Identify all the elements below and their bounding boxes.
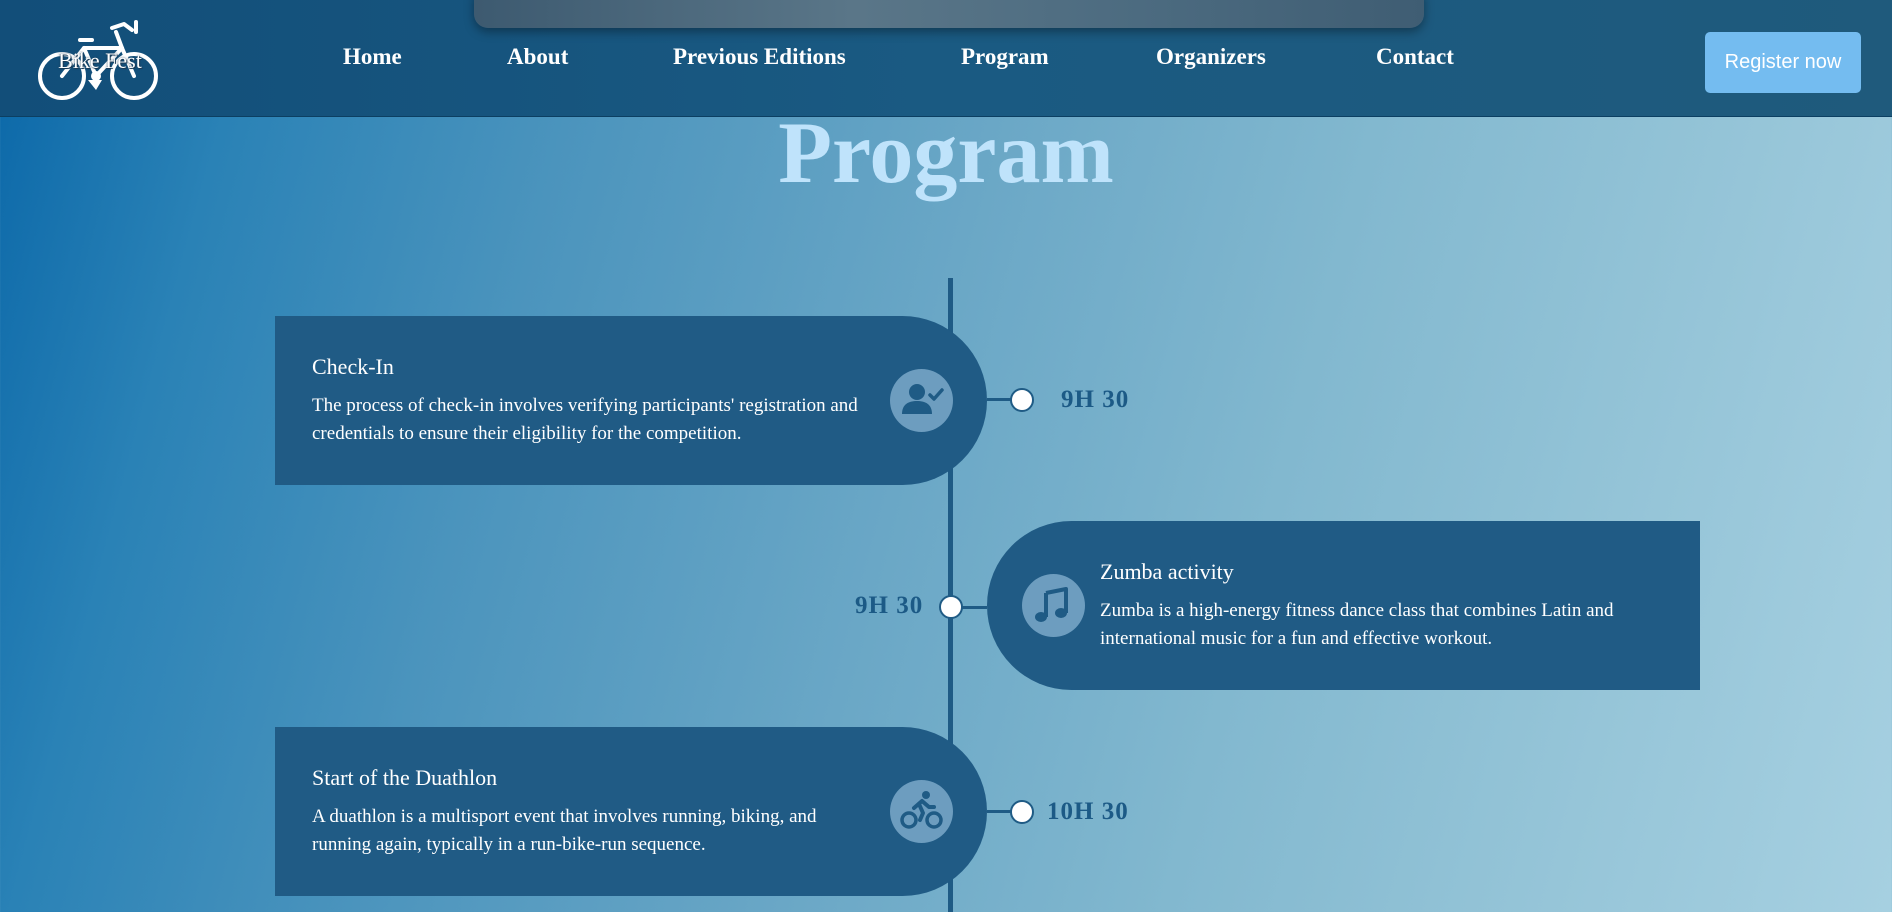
bicycle-logo-icon: [38, 20, 158, 100]
logo[interactable]: Bike Fest: [36, 18, 166, 102]
nav-home[interactable]: Home: [343, 44, 402, 69]
event-time: 10H 30: [1047, 798, 1129, 825]
timeline-card-zumba: Zumba activity Zumba is a high-energy fi…: [987, 521, 1700, 690]
timeline-connector: [960, 606, 987, 609]
timeline-connector: [987, 398, 1021, 401]
timeline-card-check-in: Check-In The process of check-in involve…: [275, 316, 987, 485]
site-header: Bike Fest Home About Previous Editions P…: [0, 0, 1892, 117]
nav-contact[interactable]: Contact: [1376, 44, 1454, 69]
event-description: A duathlon is a multisport event that in…: [312, 806, 817, 855]
timeline-card-duathlon: Start of the Duathlon A duathlon is a mu…: [275, 727, 987, 896]
music-note-icon: [1022, 574, 1085, 637]
event-time: 9H 30: [855, 592, 924, 619]
logo-text: Bike Fest: [58, 48, 142, 73]
timeline-dot: [939, 595, 963, 619]
timeline-connector: [987, 810, 1021, 813]
event-title: Zumba activity: [1100, 559, 1234, 584]
event-time: 9H 30: [1061, 386, 1130, 413]
event-title: Start of the Duathlon: [312, 765, 498, 790]
timeline-dot: [1010, 388, 1034, 412]
nav-program[interactable]: Program: [961, 44, 1049, 69]
event-title: Check-In: [312, 354, 394, 379]
timeline-dot: [1010, 800, 1034, 824]
event-description: The process of check-in involves verifyi…: [312, 395, 858, 444]
nav-about[interactable]: About: [507, 44, 569, 69]
nav-organizers[interactable]: Organizers: [1156, 44, 1266, 69]
register-button[interactable]: Register now: [1705, 32, 1861, 93]
hero-image-strip: [474, 0, 1424, 28]
cyclist-icon: [890, 780, 953, 843]
event-description: Zumba is a high-energy fitness dance cla…: [1100, 600, 1614, 649]
user-check-icon: [890, 369, 953, 432]
page-title: Program: [778, 105, 1114, 202]
nav-previous-editions[interactable]: Previous Editions: [673, 44, 846, 69]
